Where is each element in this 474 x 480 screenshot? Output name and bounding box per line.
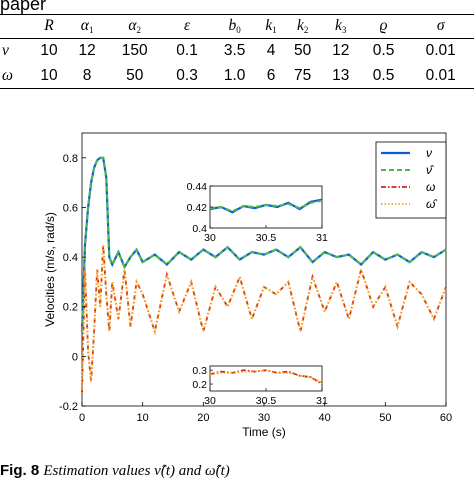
header-alpha1: α1 xyxy=(80,16,94,35)
header-k3: k3 xyxy=(335,16,347,35)
header-R: R xyxy=(44,16,54,34)
legend-label: ν̂ xyxy=(426,163,434,177)
table-bottom-rule xyxy=(0,88,474,89)
table-cell: 12 xyxy=(332,41,350,59)
table-cell: 10 xyxy=(40,41,58,59)
inset-omega-x-tick-label: 30.5 xyxy=(256,395,277,407)
parameter-table: R α1 α2 ε b0 k1 k2 k3 ϱ σ ν 10 12 150 0.… xyxy=(0,13,474,88)
row-label: ω xyxy=(2,66,13,84)
y-tick-label: 0.4 xyxy=(63,252,78,264)
inset-nu-x-tick-label: 30.5 xyxy=(256,232,277,244)
x-tick-label: 30 xyxy=(258,412,270,424)
figure-caption: Fig. 8 Estimation values ν̂(t) and ω̂(t) xyxy=(0,462,230,480)
table-row: ν 10 12 150 0.1 3.5 4 50 12 0.5 0.01 xyxy=(0,38,474,63)
inset-omega-x-tick-label: 31 xyxy=(316,395,328,407)
x-tick-label: 40 xyxy=(319,412,331,424)
legend-label: ω xyxy=(426,180,435,194)
series-line xyxy=(81,156,447,332)
table-cell: 75 xyxy=(294,66,312,84)
inset-omega-y-tick-label: 0.2 xyxy=(192,379,207,391)
legend-box xyxy=(375,141,447,219)
inset-nu-y-tick-label: 0.4 xyxy=(192,223,207,235)
header-k2: k2 xyxy=(296,16,309,35)
x-tick-label: 60 xyxy=(440,412,452,424)
inset-omega-y-tick-label: 0.3 xyxy=(192,365,207,377)
table-cell: 13 xyxy=(332,66,350,84)
inset-nu-y-tick-label: 0.42 xyxy=(187,202,208,214)
table-cell: 3.5 xyxy=(223,41,246,59)
table-header-rule xyxy=(0,38,474,39)
inset-omega-series-line xyxy=(209,369,323,384)
row-label: ν xyxy=(2,41,9,59)
table-cell: 0.01 xyxy=(425,66,456,84)
table-top-rule xyxy=(0,14,474,15)
legend-label: ν xyxy=(426,146,432,160)
table-row: ω 10 8 50 0.3 1.0 6 75 13 0.5 0.01 xyxy=(0,63,474,88)
table-cell: 0.01 xyxy=(425,41,456,59)
y-axis-label: Velocities (m/s, rad/s) xyxy=(43,212,57,327)
table-cell: 12 xyxy=(78,41,96,59)
table-cell: 0.3 xyxy=(176,66,198,84)
table-cell: 50 xyxy=(126,66,144,84)
table-cell: 150 xyxy=(121,41,148,59)
table-cell: 10 xyxy=(40,66,58,84)
x-tick-label: 0 xyxy=(79,412,85,424)
header-sigma: σ xyxy=(436,16,445,34)
table-header-row: R α1 α2 ε b0 k1 k2 k3 ϱ σ xyxy=(0,13,474,38)
inset-omega-x-tick-label: 30 xyxy=(204,395,216,407)
table-cell: 4 xyxy=(266,41,276,59)
y-tick-label: -0.2 xyxy=(59,401,78,413)
table-cell: 6 xyxy=(266,66,276,84)
header-epsilon: ε xyxy=(184,16,191,34)
y-tick-label: 0.2 xyxy=(63,302,78,314)
table-cell: 1.0 xyxy=(223,66,246,84)
table-cell: 0.1 xyxy=(176,41,198,59)
header-b0: b0 xyxy=(228,16,241,35)
inset-nu-series-line xyxy=(209,199,323,213)
table-cell: 0.5 xyxy=(372,41,395,59)
x-tick-label: 50 xyxy=(379,412,391,424)
header-k1: k1 xyxy=(265,16,277,35)
table-cell: 8 xyxy=(82,66,92,84)
header-alpha2: α2 xyxy=(128,16,142,35)
x-tick-label: 20 xyxy=(197,412,209,424)
y-tick-label: 0.8 xyxy=(63,153,78,165)
x-axis-label: Time (s) xyxy=(242,425,286,439)
y-tick-label: 0.6 xyxy=(63,202,78,214)
series-line xyxy=(81,244,447,394)
legend-label: ω̂ xyxy=(426,197,437,211)
x-tick-label: 10 xyxy=(137,412,149,424)
y-tick-label: 0 xyxy=(72,351,78,363)
figure-label: Fig. 8 xyxy=(0,462,40,479)
header-rho: ϱ xyxy=(379,16,388,34)
table-cell: 50 xyxy=(294,41,312,59)
table-cell: 0.5 xyxy=(372,66,395,84)
inset-nu-y-tick-label: 0.44 xyxy=(187,181,208,193)
inset-nu-x-tick-label: 30 xyxy=(204,232,216,244)
inset-nu-frame xyxy=(209,185,323,229)
inset-nu-x-tick-label: 31 xyxy=(316,232,328,244)
figure-caption-text: Estimation values ν̂(t) and ω̂(t) xyxy=(43,463,230,479)
table-caption-fragment: paper xyxy=(0,0,47,14)
